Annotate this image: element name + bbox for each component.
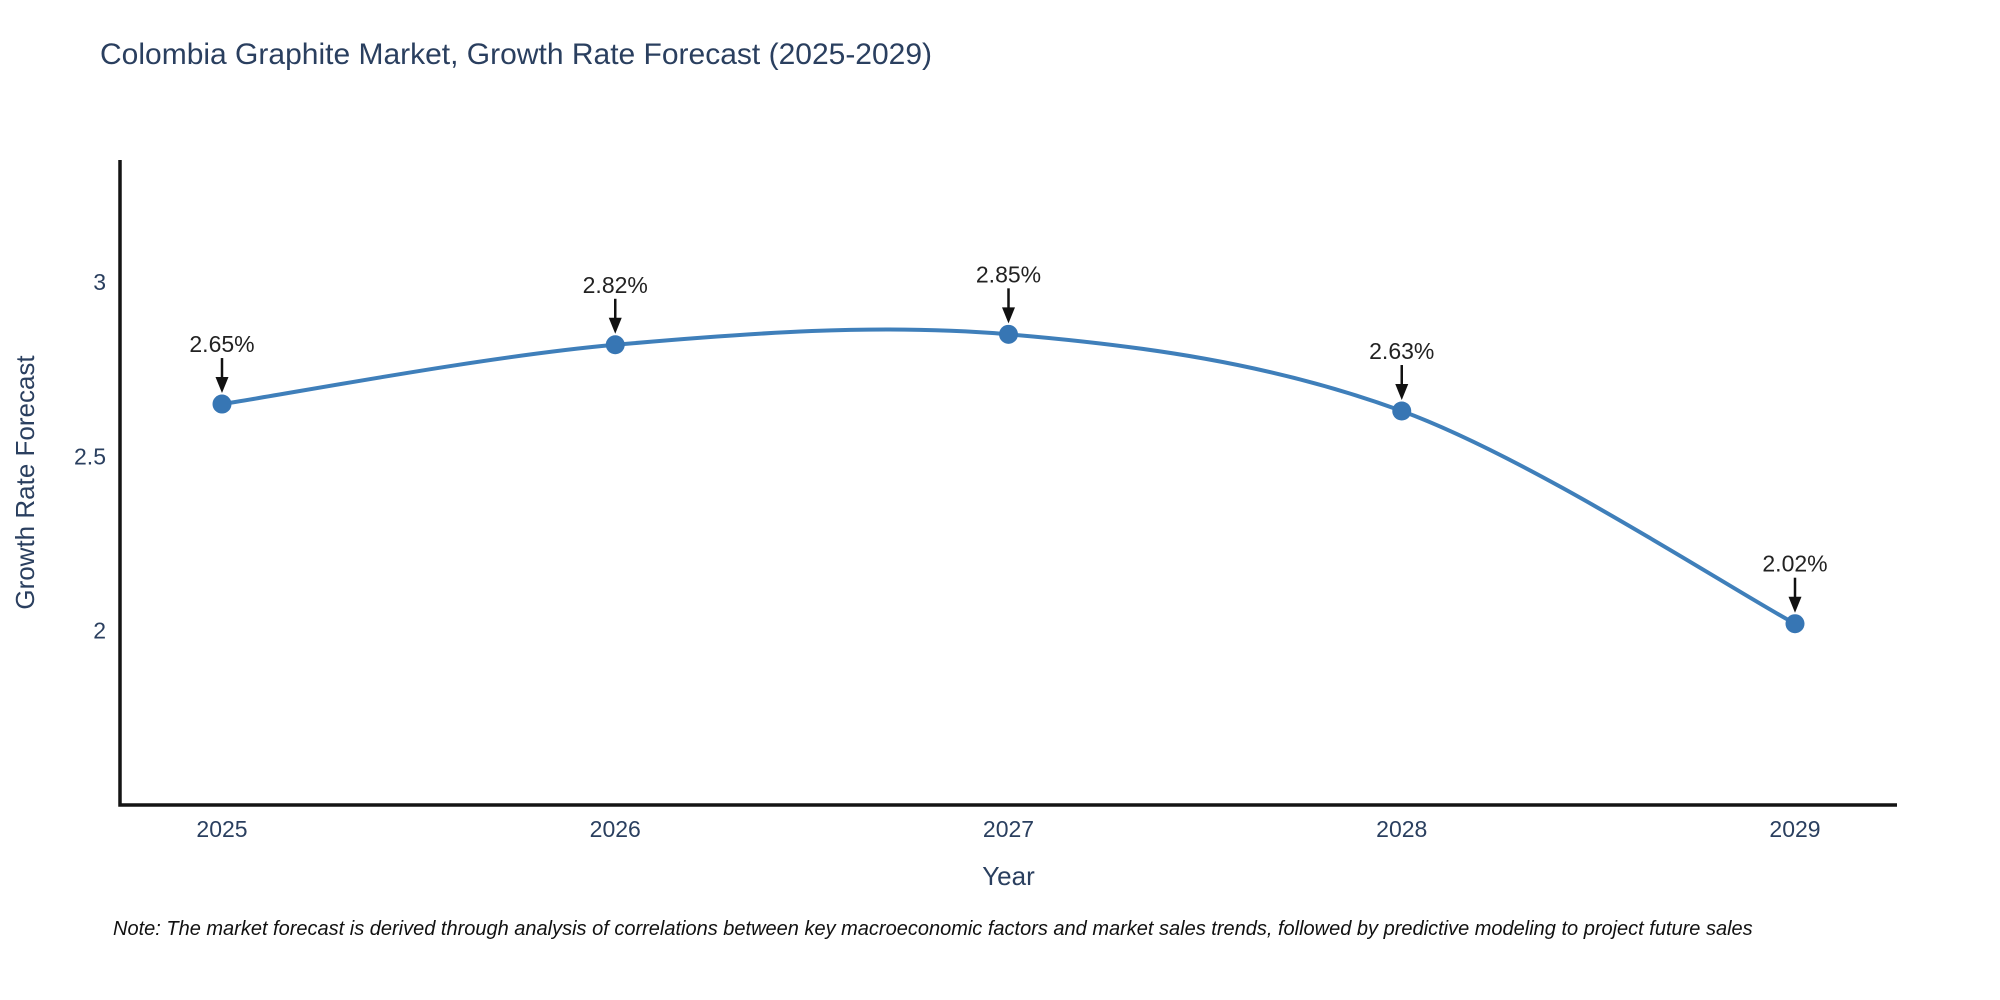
point-value-label: 2.85%: [976, 261, 1041, 287]
annotation-arrowhead: [215, 377, 229, 394]
data-point-marker: [605, 335, 625, 355]
annotation-arrowhead: [1788, 596, 1802, 613]
y-tick-label: 2: [93, 618, 106, 644]
x-tick-label: 2028: [1376, 816, 1427, 842]
chart-title: Colombia Graphite Market, Growth Rate Fo…: [100, 38, 933, 71]
annotation-arrowhead: [1002, 307, 1015, 324]
y-tick-label: 2.5: [74, 443, 106, 469]
data-point-marker: [1785, 614, 1805, 634]
data-point-marker: [1392, 401, 1412, 421]
point-value-label: 2.82%: [583, 272, 648, 298]
footnote-text: Note: The market forecast is derived thr…: [113, 918, 1753, 940]
point-value-label: 2.65%: [189, 331, 254, 357]
x-tick-label: 2029: [1769, 816, 1820, 842]
point-value-label: 2.02%: [1762, 551, 1827, 577]
annotation-arrowhead: [608, 317, 622, 334]
point-value-label: 2.63%: [1369, 338, 1434, 364]
x-tick-label: 2026: [590, 816, 641, 842]
data-point-marker: [999, 324, 1018, 344]
forecast-line: [220, 327, 1797, 626]
x-tick-label: 2027: [983, 816, 1034, 842]
x-tick-label: 2025: [196, 816, 247, 842]
y-axis-title: Growth Rate Forecast: [10, 355, 40, 610]
y-tick-label: 3: [93, 269, 106, 295]
data-point-marker: [212, 394, 232, 414]
axis-lines: [118, 160, 1897, 807]
annotation-arrowhead: [1395, 384, 1409, 401]
x-axis-title: Year: [982, 861, 1035, 891]
